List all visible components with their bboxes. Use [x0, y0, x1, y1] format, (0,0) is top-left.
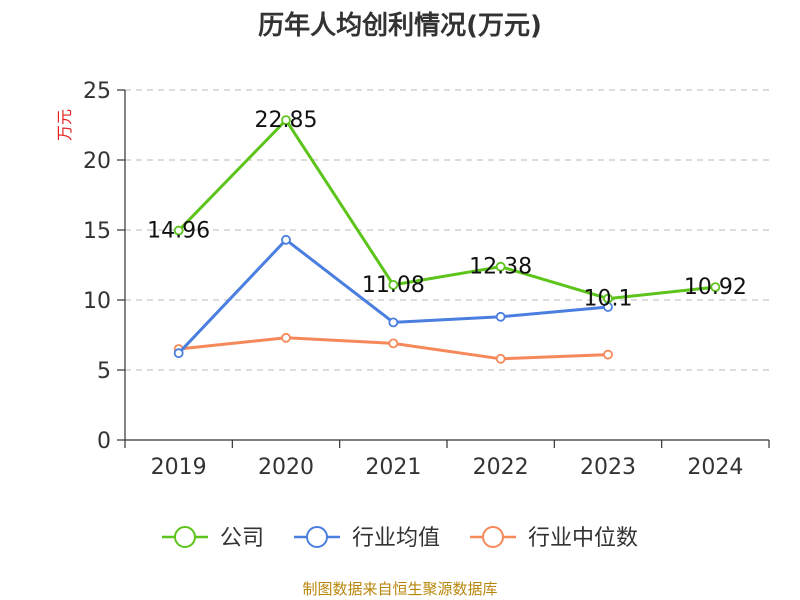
data-point[interactable] [495, 353, 506, 364]
data-point[interactable] [495, 261, 506, 272]
legend-label: 行业均值 [352, 526, 440, 551]
x-tick-label: 2022 [473, 455, 529, 480]
legend-item[interactable]: 行业中位数 [470, 526, 638, 551]
legend[interactable]: 公司 行业均值 行业中位数 [162, 526, 638, 551]
grid [125, 89, 769, 371]
y-tick-label: 15 [83, 219, 111, 244]
series-group [173, 115, 721, 364]
data-point[interactable] [388, 317, 399, 328]
data-point[interactable] [603, 293, 613, 304]
data-label: 10.92 [684, 275, 747, 300]
x-tick-label: 2021 [365, 455, 421, 480]
series-line [177, 118, 716, 301]
x-tick-label: 2023 [580, 455, 636, 480]
data-label: 11.08 [362, 273, 425, 298]
data-point[interactable] [710, 282, 721, 293]
legend-swatch-marker [306, 526, 328, 548]
data-point[interactable] [495, 311, 506, 322]
legend-item[interactable]: 行业均值 [294, 526, 440, 551]
axes: 0 5 10 15 20 25 2019 2020 2021 2022 2023 2024 [83, 79, 770, 480]
y-tick-label: 0 [97, 429, 111, 454]
data-point[interactable] [388, 338, 399, 349]
legend-item[interactable]: 公司 [162, 526, 264, 551]
x-tick-label: 2019 [151, 455, 207, 480]
data-point[interactable] [173, 225, 184, 236]
y-axis-label: 万元 [55, 109, 74, 141]
source-note: 制图数据来自恒生聚源数据库 [302, 580, 497, 598]
legend-swatch-marker [174, 526, 196, 548]
legend-label: 行业中位数 [528, 526, 638, 551]
x-tick-label: 2020 [258, 455, 314, 480]
data-label: 10.1 [584, 287, 633, 312]
y-tick-label: 10 [83, 289, 111, 314]
data-point[interactable] [281, 115, 291, 125]
data-label: 12.38 [469, 255, 532, 280]
data-point[interactable] [281, 234, 291, 245]
x-tick-label: 2024 [687, 455, 743, 480]
legend-swatch-marker [482, 526, 504, 548]
data-point[interactable] [388, 279, 399, 290]
data-point[interactable] [281, 332, 291, 343]
data-label: 22.85 [255, 108, 318, 133]
y-tick-label: 5 [97, 359, 111, 384]
data-point[interactable] [173, 348, 184, 359]
legend-label: 公司 [220, 526, 264, 551]
chart-title: 历年人均创利情况(万元) [258, 10, 542, 41]
data-point[interactable] [603, 349, 613, 360]
data-label: 14.96 [147, 219, 210, 244]
y-tick-label: 20 [83, 149, 111, 174]
y-tick-label: 25 [83, 79, 111, 104]
data-labels: 14.96 22.85 11.08 12.38 10.1 10.92 [147, 108, 747, 312]
